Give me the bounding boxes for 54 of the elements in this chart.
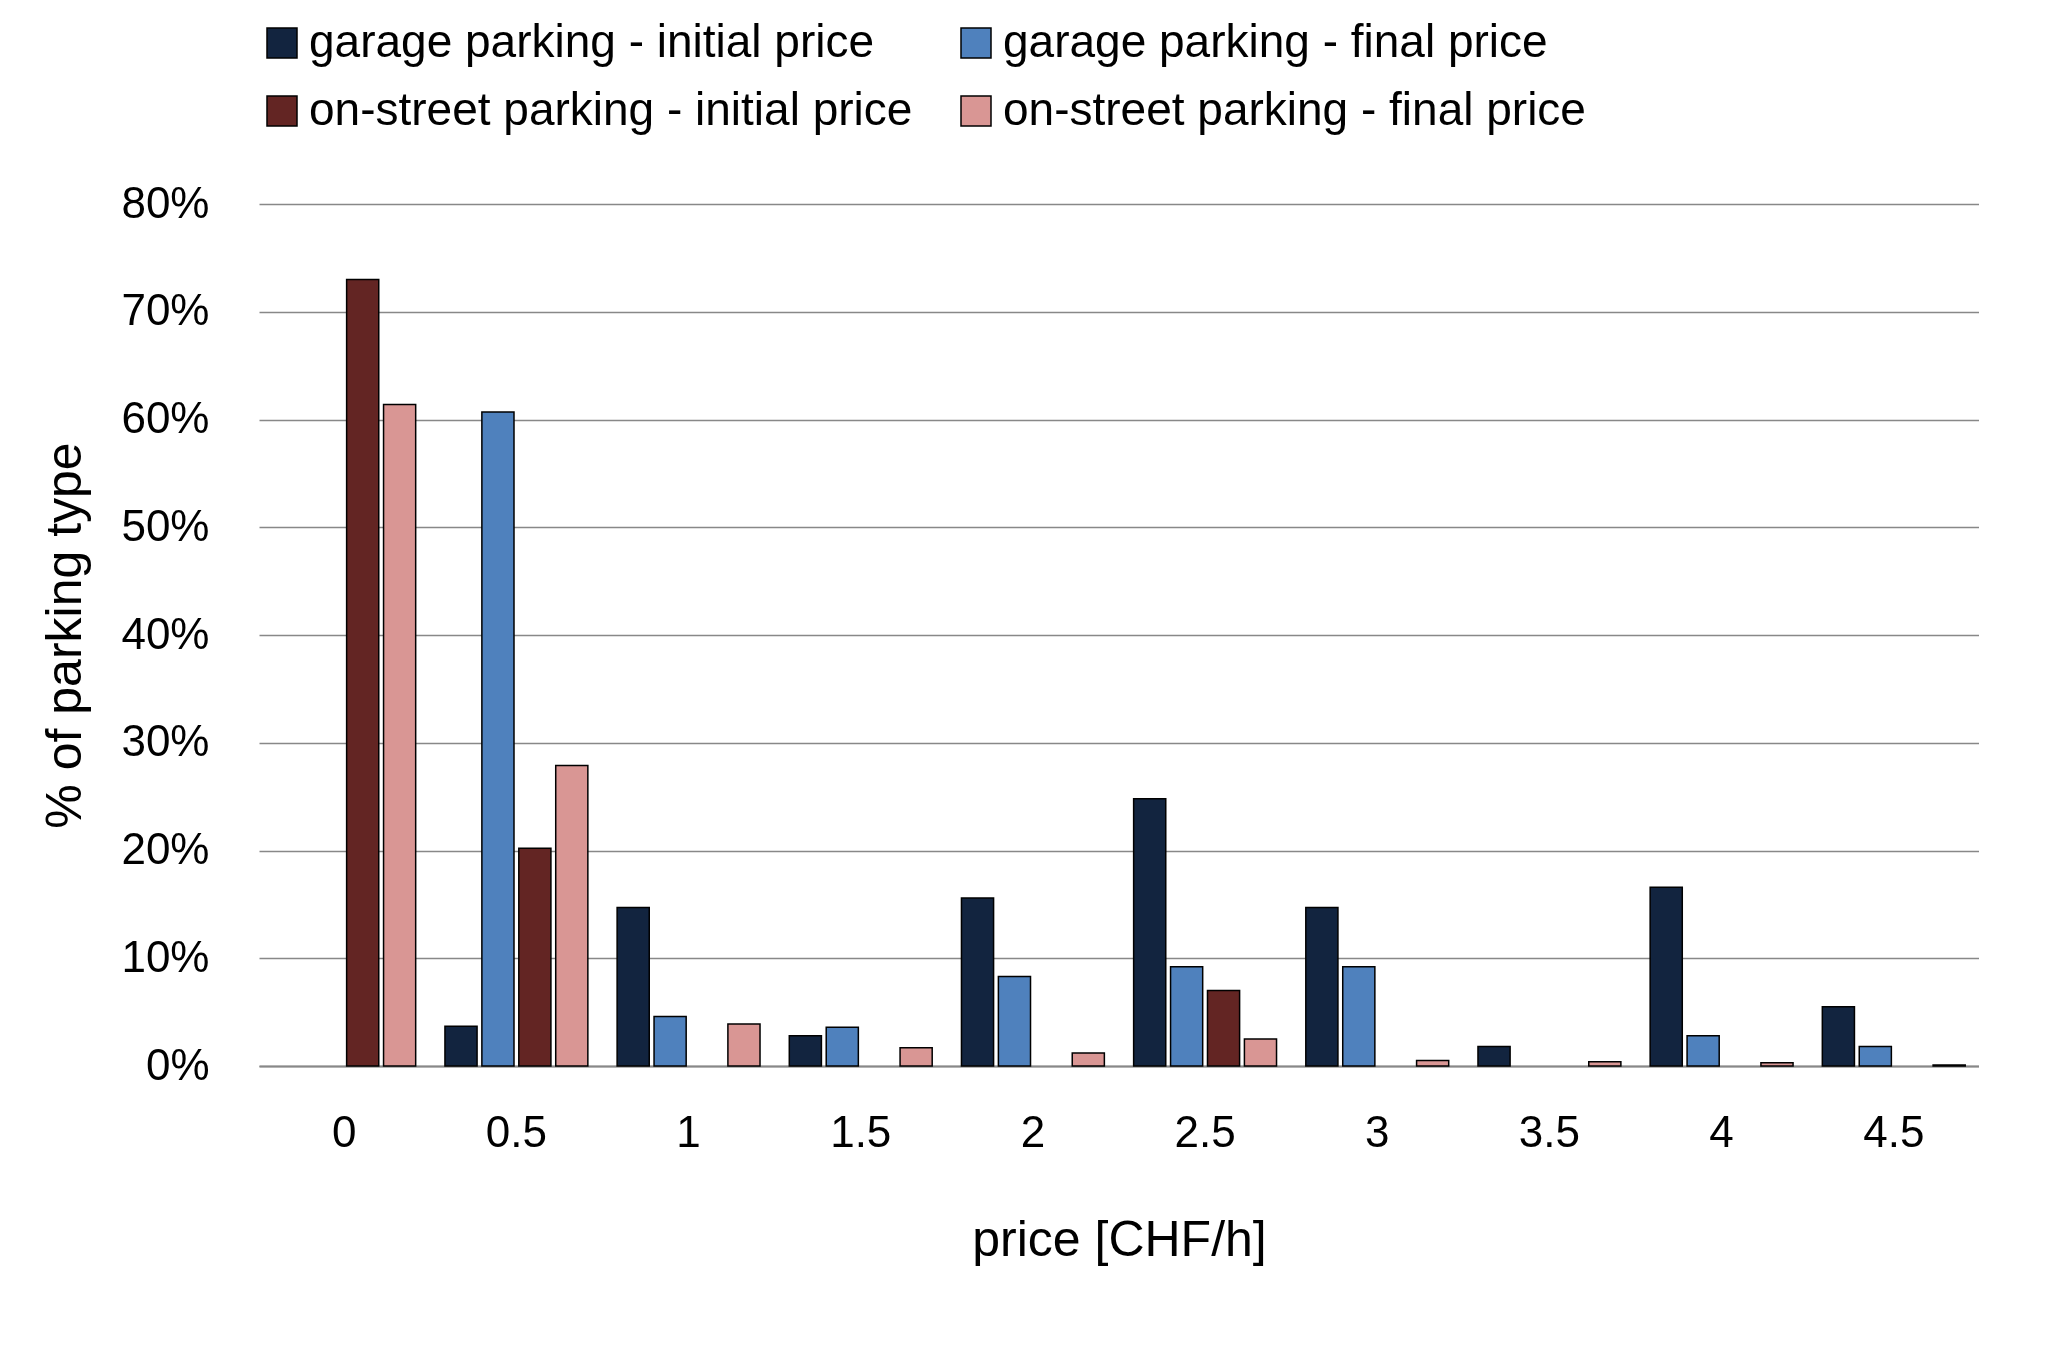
bar [1760,1062,1794,1067]
bar [997,975,1032,1067]
y-tick-label: 50% [121,500,210,550]
x-tick-label: 0 [331,1106,357,1156]
y-tick-label: 40% [121,608,210,658]
bar [1649,886,1684,1067]
x-tick-label: 3.5 [1518,1106,1581,1156]
y-tick-label: 60% [121,393,210,442]
y-tick-label: 30% [121,716,210,766]
x-tick-label: 1.5 [830,1106,892,1156]
y-tick-label: 70% [121,285,210,335]
bar [1686,1035,1720,1067]
bar [727,1023,761,1067]
legend-label: garage parking - final price [1003,15,1548,67]
bar [444,1025,478,1067]
x-tick-label: 3 [1365,1106,1390,1156]
x-tick-label: 4 [1709,1106,1734,1156]
bar [1206,989,1241,1067]
bar [960,897,995,1067]
x-tick-label: 2.5 [1174,1106,1236,1156]
bar [1243,1038,1278,1067]
bar [1132,798,1167,1067]
y-tick-label: 80% [121,177,210,227]
y-tick-label: 10% [121,931,210,981]
bar [1415,1059,1450,1067]
bar [1071,1052,1106,1067]
y-tick-label: 20% [121,824,210,873]
x-tick-label: 4.5 [1863,1106,1925,1156]
x-tick-label: 0.5 [485,1106,547,1156]
x-tick-label: 1 [676,1106,701,1156]
bar [1477,1045,1511,1067]
legend-label: on-street parking - final price [1003,83,1586,135]
bar [1588,1060,1622,1067]
bar [554,764,589,1067]
bar [1341,966,1376,1067]
legend-label: on-street parking - initial price [309,83,913,135]
x-tick-label: 2 [1020,1106,1046,1156]
bar [653,1015,687,1067]
bar [345,278,380,1067]
bar [1305,906,1339,1067]
bar [1169,966,1204,1067]
x-axis-title: price [CHF/h] [972,1210,1267,1267]
bar [899,1046,933,1067]
bar [1858,1045,1893,1067]
bar [518,847,552,1067]
legend-label: garage parking - initial price [309,15,875,67]
bar [481,411,515,1067]
bar [788,1035,823,1067]
y-tick-label: 0% [145,1039,210,1089]
bar [382,403,417,1067]
bar [825,1026,860,1067]
y-axis-title: % of parking type [36,442,93,829]
bar [1821,1005,1856,1067]
bar [616,906,650,1067]
